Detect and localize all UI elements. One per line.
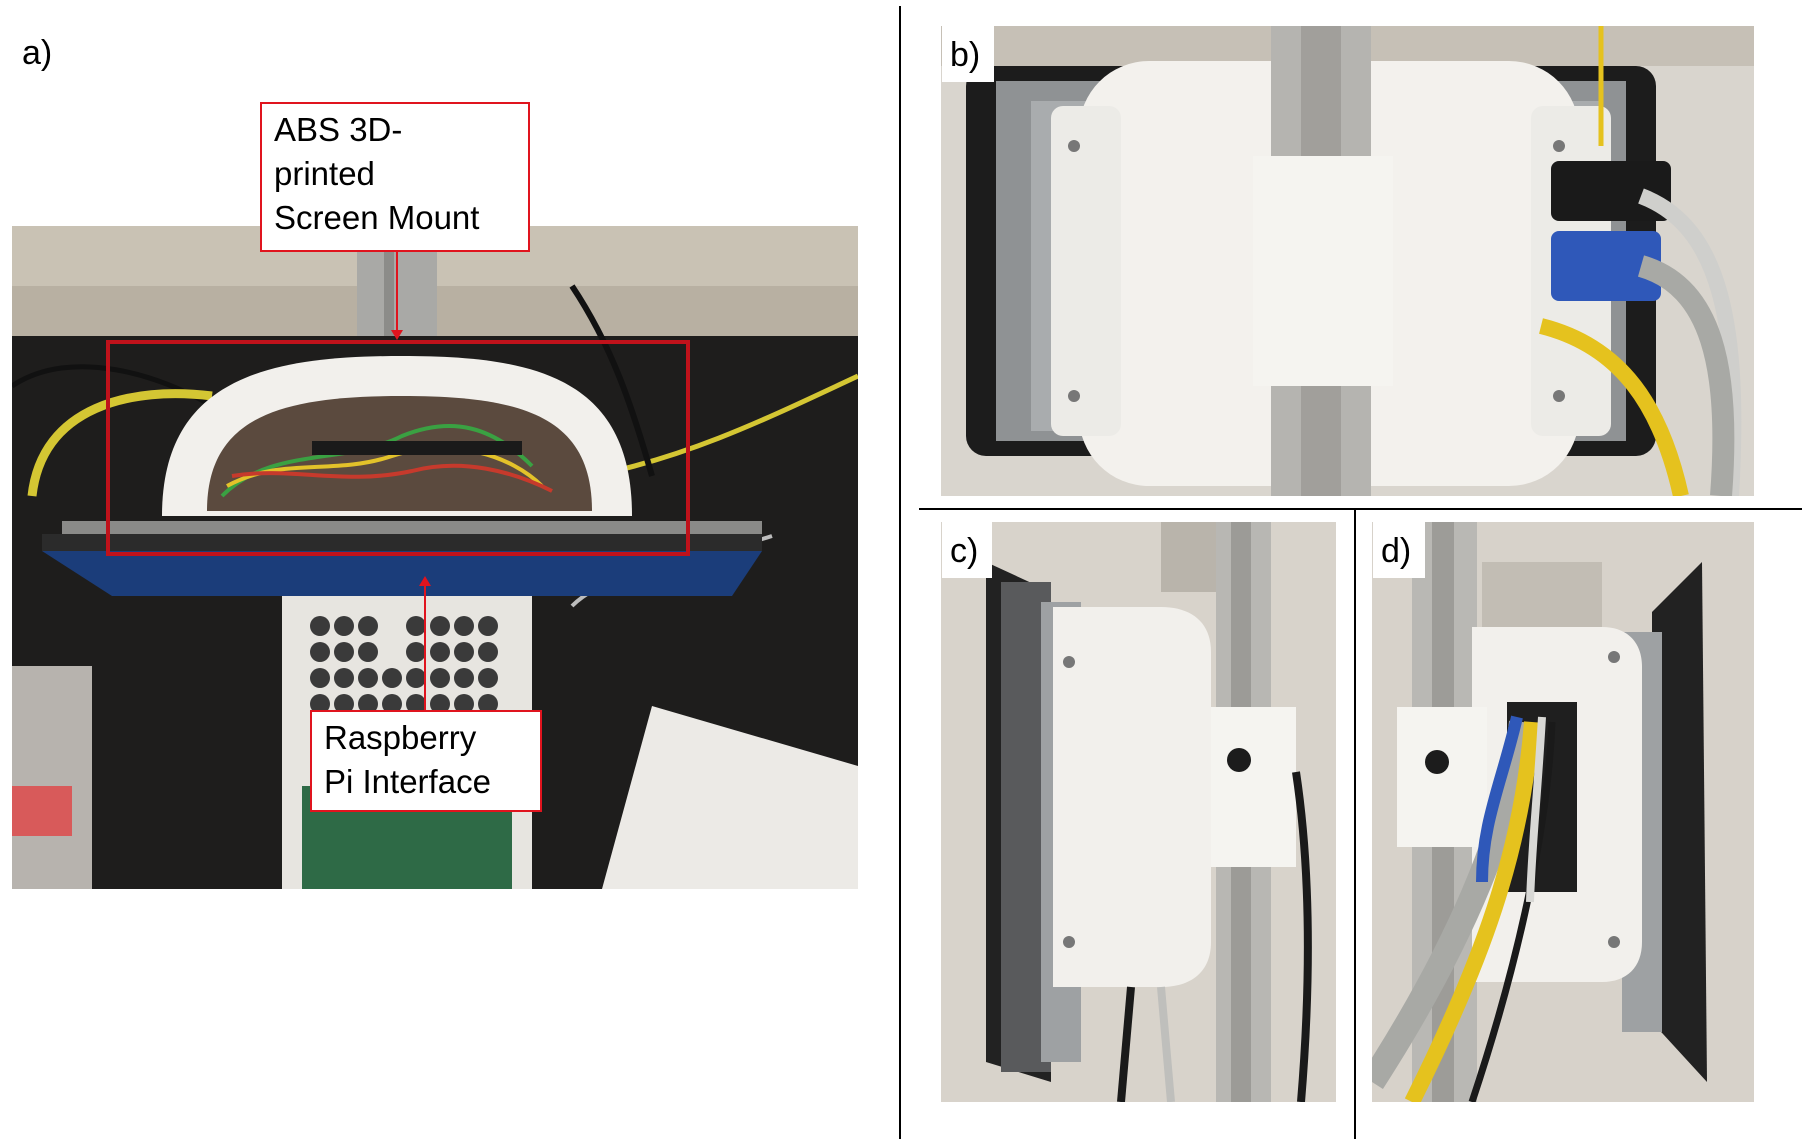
horizontal-divider bbox=[919, 508, 1802, 510]
panel-a-label: a) bbox=[22, 34, 53, 72]
panel-b-label-bg bbox=[942, 26, 994, 82]
interface-arrow-line bbox=[424, 586, 426, 710]
mount-arrow-head bbox=[391, 330, 403, 340]
panel-b-scene bbox=[941, 26, 1754, 496]
mount-callout: ABS 3D- printed Screen Mount bbox=[260, 102, 530, 252]
panel-d-label: d) bbox=[1381, 532, 1412, 570]
vertical-divider-lower bbox=[1354, 510, 1356, 1139]
panel-b-label: b) bbox=[950, 36, 981, 74]
panel-c-label: c) bbox=[950, 532, 979, 570]
panel-a-photo bbox=[12, 226, 858, 889]
panel-c-scene bbox=[941, 522, 1336, 1102]
mount-highlight-box bbox=[106, 340, 690, 556]
panel-c-label-bg bbox=[942, 522, 992, 578]
panel-c-photo bbox=[941, 522, 1336, 1102]
panel-b-photo bbox=[941, 26, 1754, 496]
mount-arrow-line bbox=[396, 252, 398, 332]
panel-d-label-bg bbox=[1373, 522, 1425, 578]
panel-d-photo bbox=[1372, 522, 1754, 1102]
panel-a-scene bbox=[12, 226, 858, 889]
interface-arrow-head bbox=[419, 576, 431, 586]
panel-d-scene bbox=[1372, 522, 1754, 1102]
interface-callout: Raspberry Pi Interface bbox=[310, 710, 542, 812]
vertical-divider-main bbox=[899, 6, 901, 1139]
